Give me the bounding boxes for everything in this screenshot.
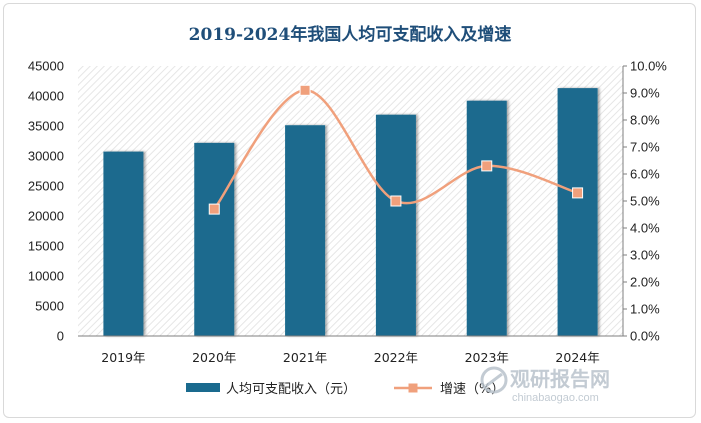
y-right-tick-label: 8.0%: [630, 113, 660, 128]
x-axis: 2019年 2020年 2021年 2022年 2023年 2024年: [78, 335, 623, 365]
y-right-tick-label: 5.0%: [630, 194, 660, 209]
y-left-tick-label: 45000: [28, 59, 64, 74]
y-left-tick-label: 35000: [28, 119, 64, 134]
legend-label-income: 人均可支配收入（元）: [226, 382, 356, 397]
y-left-tick-label: 30000: [28, 149, 64, 164]
y-right-tick-label: 9.0%: [630, 86, 660, 101]
y-left-tick-label: 5000: [35, 299, 64, 314]
chart-title: 2019-2024年我国人均可支配收入及增速: [189, 24, 512, 45]
watermark: 观研报告网 chinabaogao.com: [480, 366, 610, 404]
legend-swatch-bar: [186, 383, 220, 392]
x-tick-label: 2020年: [192, 350, 236, 365]
bar-5: [557, 88, 598, 336]
y-left-tick-label: 10000: [28, 269, 64, 284]
y-left-tick-label: 25000: [28, 179, 64, 194]
x-tick-label: 2021年: [283, 350, 327, 365]
bar-series: [103, 88, 598, 337]
legend: 人均可支配收入（元） 增速（%）: [186, 382, 504, 397]
bar-0: [103, 151, 144, 336]
legend-swatch-marker: [408, 383, 418, 393]
y-right-tick-label: 2.0%: [630, 275, 660, 290]
y-left-tick-label: 40000: [28, 89, 64, 104]
y-left-tick-label: 15000: [28, 239, 64, 254]
x-tick-label: 2019年: [101, 350, 145, 365]
plot-area: [78, 66, 623, 336]
y-right-tick-label: 1.0%: [630, 302, 660, 317]
y-right-tick-label: 0.0%: [630, 329, 660, 344]
growth-point-5: [572, 187, 584, 199]
x-tick-label: 2024年: [555, 350, 599, 365]
growth-point-1: [208, 203, 220, 215]
bar-2: [285, 125, 326, 337]
y-left-tick-label: 0: [57, 329, 64, 344]
y-right-tick-label: 10.0%: [630, 59, 667, 74]
y-right-tick-label: 6.0%: [630, 167, 660, 182]
y-right-tick-label: 7.0%: [630, 140, 660, 155]
growth-line: [213, 89, 578, 210]
y-axis-right: 0.0% 1.0% 2.0% 3.0% 4.0% 5.0% 6.0% 7.0% 8.0% 9.0%…: [622, 59, 667, 344]
growth-point-4: [481, 160, 493, 172]
watermark-cn: 观研报告网: [510, 367, 610, 391]
x-tick-label: 2023年: [465, 350, 509, 365]
x-tick-label: 2022年: [374, 350, 418, 365]
growth-point-2: [299, 84, 311, 96]
y-right-tick-label: 4.0%: [630, 221, 660, 236]
watermark-logo-stroke-icon: [485, 372, 503, 388]
line-series: [208, 84, 584, 215]
bar-3: [375, 114, 416, 337]
bar-1: [194, 142, 235, 336]
watermark-en: chinabaogao.com: [512, 392, 599, 404]
legend-label-growth: 增速（%）: [440, 382, 504, 397]
y-right-tick-label: 3.0%: [630, 248, 660, 263]
bar-4: [466, 100, 507, 336]
growth-point-3: [390, 195, 402, 207]
y-left-tick-label: 20000: [28, 209, 64, 224]
watermark-logo-icon: [480, 366, 508, 394]
y-axis-left: 0 5000 10000 15000 20000 25000 30000 35000 40000…: [28, 59, 64, 344]
